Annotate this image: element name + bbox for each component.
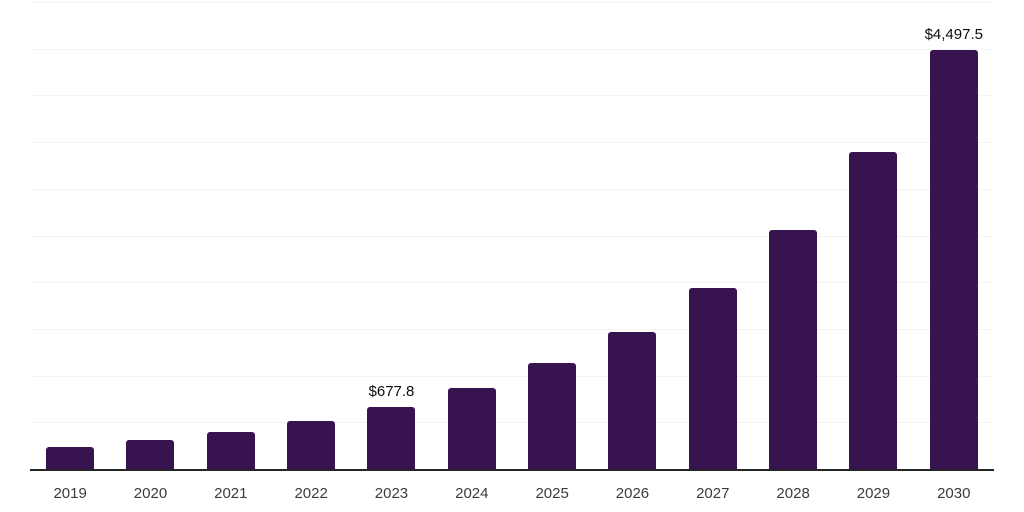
x-tick-label: 2027	[696, 485, 730, 502]
bar-2025	[528, 362, 577, 470]
x-tick-label: 2026	[615, 485, 650, 502]
bar-2027	[688, 287, 737, 470]
gridline	[30, 235, 994, 237]
gridline	[30, 48, 994, 50]
x-tick-label: 2028	[776, 485, 810, 502]
bar-slot	[592, 3, 672, 470]
bar-slot	[833, 3, 913, 470]
x-tick-label: 2024	[455, 485, 489, 502]
x-axis-labels: 2019 2020 2021 2022 2023 2024 2025 2026 2027 2028…	[30, 485, 994, 502]
bar-slot	[30, 3, 110, 470]
bar-2023	[367, 406, 416, 470]
bar-2020	[126, 440, 175, 470]
gridline	[30, 142, 994, 144]
bar-2028	[769, 229, 818, 470]
bar-slot	[271, 3, 351, 470]
x-tick-label: 2030	[937, 485, 971, 502]
gridline	[30, 282, 994, 284]
bar-slot	[432, 3, 512, 470]
bar-2024	[447, 387, 496, 470]
bar-slot	[673, 3, 753, 470]
bar-value-label: $677.8	[368, 382, 415, 400]
bar-slot	[110, 3, 190, 470]
bar-2019	[46, 447, 95, 470]
bar-slot	[512, 3, 592, 470]
plot-area: $677.8 $4,497.5	[30, 2, 994, 471]
gridline	[30, 95, 994, 97]
gridline	[30, 375, 994, 377]
bar-2022	[287, 420, 336, 470]
x-tick-label: 2021	[214, 485, 248, 502]
bar-2029	[849, 151, 898, 470]
gridline	[30, 2, 994, 3]
x-tick-label: 2025	[535, 485, 569, 502]
bar-2021	[206, 432, 255, 470]
x-tick-label: 2023	[374, 485, 409, 502]
x-tick-label: 2019	[53, 485, 87, 502]
bars-container: $677.8 $4,497.5	[30, 3, 994, 470]
bar-slot	[191, 3, 271, 470]
x-tick-label: 2029	[856, 485, 891, 502]
bar-slot: $677.8	[351, 3, 431, 470]
x-tick-label: 2020	[133, 485, 168, 502]
gridline	[30, 422, 994, 424]
gridline	[30, 328, 994, 330]
bar-value-label: $4,497.5	[924, 25, 983, 43]
bar-2026	[608, 331, 657, 470]
x-axis-line	[30, 469, 994, 471]
bar-slot: $4,497.5	[914, 3, 994, 470]
bar-2030	[929, 49, 978, 470]
gridline	[30, 188, 994, 190]
x-tick-label: 2022	[294, 485, 328, 502]
bar-slot	[753, 3, 833, 470]
